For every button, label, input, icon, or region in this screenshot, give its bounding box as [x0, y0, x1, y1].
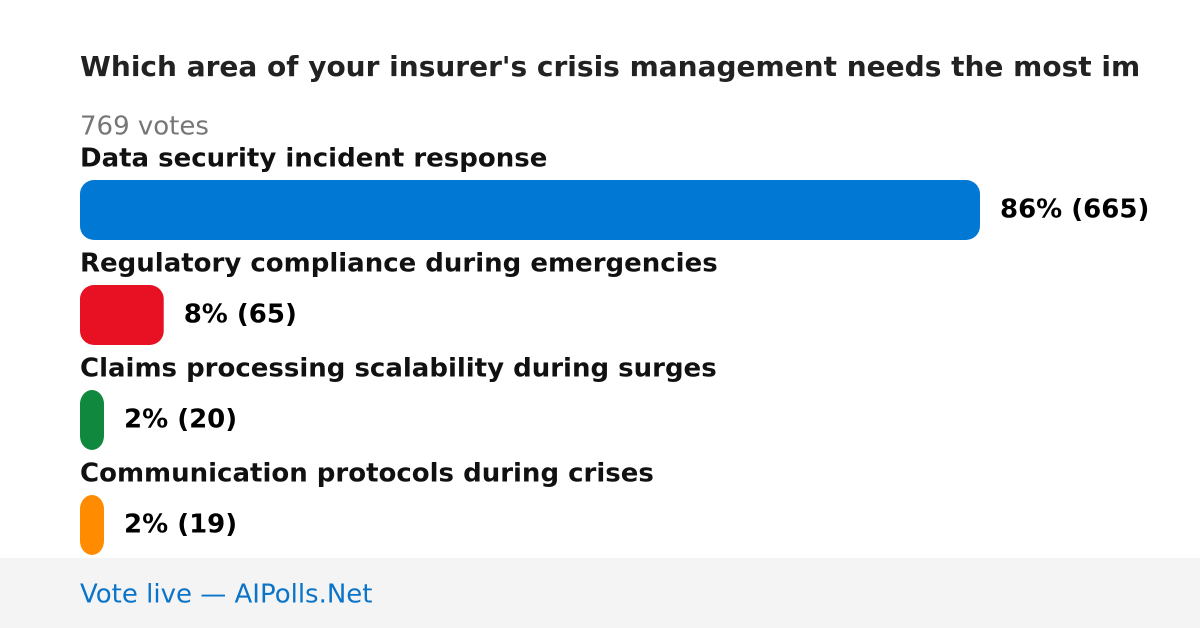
value-label: 2% (20) [124, 405, 237, 435]
bar [80, 390, 104, 450]
footer-band [0, 558, 1200, 628]
option-label: Claims processing scalability during sur… [80, 354, 717, 384]
value-label: 8% (65) [184, 300, 297, 330]
value-label: 86% (665) [1000, 195, 1149, 225]
bar [80, 180, 980, 240]
bar [80, 285, 164, 345]
option-label: Communication protocols during crises [80, 459, 654, 489]
footer-link[interactable]: Vote live — AIPolls.Net [80, 580, 373, 610]
vote-total: 769 votes [80, 112, 209, 142]
poll-title: Which area of your insurer's crisis mana… [80, 50, 1140, 83]
option-label: Data security incident response [80, 144, 547, 174]
bar [80, 495, 104, 555]
option-label: Regulatory compliance during emergencies [80, 249, 718, 279]
value-label: 2% (19) [124, 510, 237, 540]
